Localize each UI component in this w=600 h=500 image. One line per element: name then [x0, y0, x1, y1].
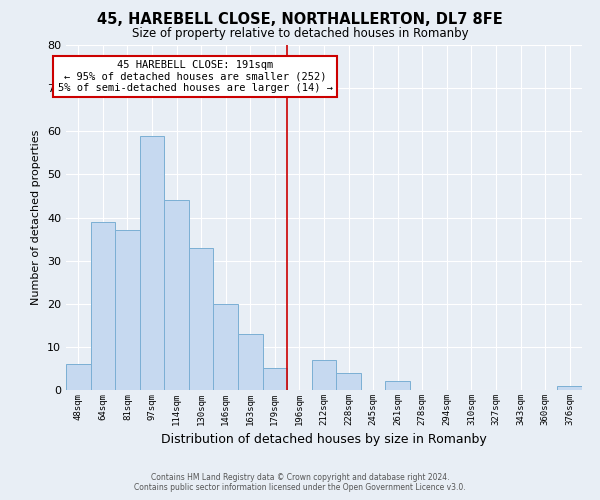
Bar	[115, 230, 140, 390]
Bar	[557, 386, 582, 390]
Bar	[91, 222, 115, 390]
Bar	[263, 368, 287, 390]
Bar	[66, 364, 91, 390]
Text: 45 HAREBELL CLOSE: 191sqm
← 95% of detached houses are smaller (252)
5% of semi-: 45 HAREBELL CLOSE: 191sqm ← 95% of detac…	[58, 60, 332, 94]
Bar	[164, 200, 189, 390]
Text: 45, HAREBELL CLOSE, NORTHALLERTON, DL7 8FE: 45, HAREBELL CLOSE, NORTHALLERTON, DL7 8…	[97, 12, 503, 28]
Bar	[238, 334, 263, 390]
Bar	[140, 136, 164, 390]
X-axis label: Distribution of detached houses by size in Romanby: Distribution of detached houses by size …	[161, 434, 487, 446]
Y-axis label: Number of detached properties: Number of detached properties	[31, 130, 41, 305]
Text: Size of property relative to detached houses in Romanby: Size of property relative to detached ho…	[131, 28, 469, 40]
Bar	[189, 248, 214, 390]
Bar	[385, 382, 410, 390]
Bar	[312, 360, 336, 390]
Bar	[336, 373, 361, 390]
Text: Contains HM Land Registry data © Crown copyright and database right 2024.
Contai: Contains HM Land Registry data © Crown c…	[134, 473, 466, 492]
Bar	[214, 304, 238, 390]
